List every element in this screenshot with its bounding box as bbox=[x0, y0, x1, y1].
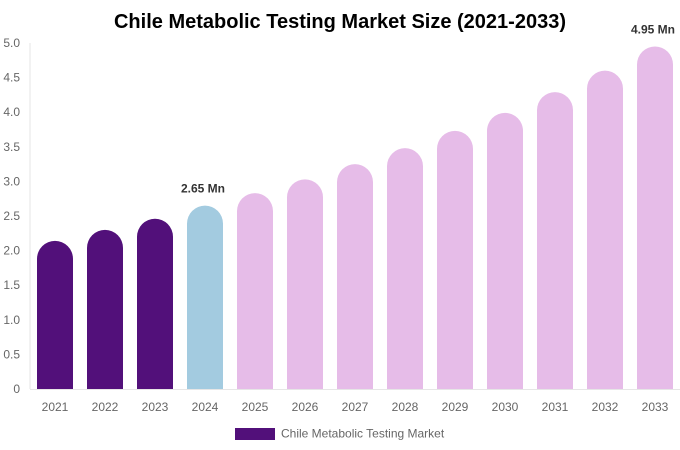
bar-2031[interactable] bbox=[537, 92, 573, 389]
x-tick-label: 2021 bbox=[42, 400, 69, 414]
y-tick-label: 4.0 bbox=[3, 105, 20, 119]
bar-2030[interactable] bbox=[487, 112, 523, 389]
x-tick-label: 2030 bbox=[492, 400, 519, 414]
data-label: 4.95 Mn bbox=[631, 22, 675, 36]
y-tick-label: 1.5 bbox=[3, 278, 20, 292]
y-tick-label: 2.0 bbox=[3, 244, 20, 258]
bar-2027[interactable] bbox=[337, 164, 373, 389]
bar-2021[interactable] bbox=[37, 240, 73, 389]
y-tick-label: 2.5 bbox=[3, 209, 20, 223]
chart-title: Chile Metabolic Testing Market Size (202… bbox=[114, 11, 566, 33]
bar-2033[interactable] bbox=[637, 46, 673, 390]
bar-2024[interactable] bbox=[187, 205, 223, 389]
x-tick-label: 2022 bbox=[92, 400, 119, 414]
x-tick-label: 2027 bbox=[342, 400, 369, 414]
y-tick-label: 5.0 bbox=[3, 36, 20, 50]
x-tick-label: 2031 bbox=[542, 400, 569, 414]
y-tick-label: 4.5 bbox=[3, 71, 20, 85]
x-tick-label: 2024 bbox=[192, 400, 219, 414]
bar-2025[interactable] bbox=[237, 193, 273, 389]
bar-2032[interactable] bbox=[587, 70, 623, 390]
y-tick-label: 3.0 bbox=[3, 174, 20, 188]
bar-2026[interactable] bbox=[287, 179, 323, 389]
bar-2022[interactable] bbox=[87, 229, 123, 389]
legend-label[interactable]: Chile Metabolic Testing Market bbox=[281, 427, 445, 441]
x-tick-label: 2026 bbox=[292, 400, 319, 414]
data-label: 2.65 Mn bbox=[181, 182, 225, 196]
x-tick-label: 2032 bbox=[592, 400, 619, 414]
y-tick-label: 0.5 bbox=[3, 347, 20, 361]
y-tick-label: 1.0 bbox=[3, 313, 20, 327]
y-tick-label: 0 bbox=[13, 382, 20, 396]
x-tick-label: 2029 bbox=[442, 400, 469, 414]
legend-swatch[interactable] bbox=[235, 428, 275, 440]
bar-2023[interactable] bbox=[137, 218, 173, 389]
x-tick-label: 2025 bbox=[242, 400, 269, 414]
x-tick-label: 2033 bbox=[642, 400, 669, 414]
y-tick-label: 3.5 bbox=[3, 140, 20, 154]
bar-2028[interactable] bbox=[387, 148, 423, 389]
x-tick-label: 2028 bbox=[392, 400, 419, 414]
bar-2029[interactable] bbox=[437, 130, 473, 389]
x-tick-label: 2023 bbox=[142, 400, 169, 414]
